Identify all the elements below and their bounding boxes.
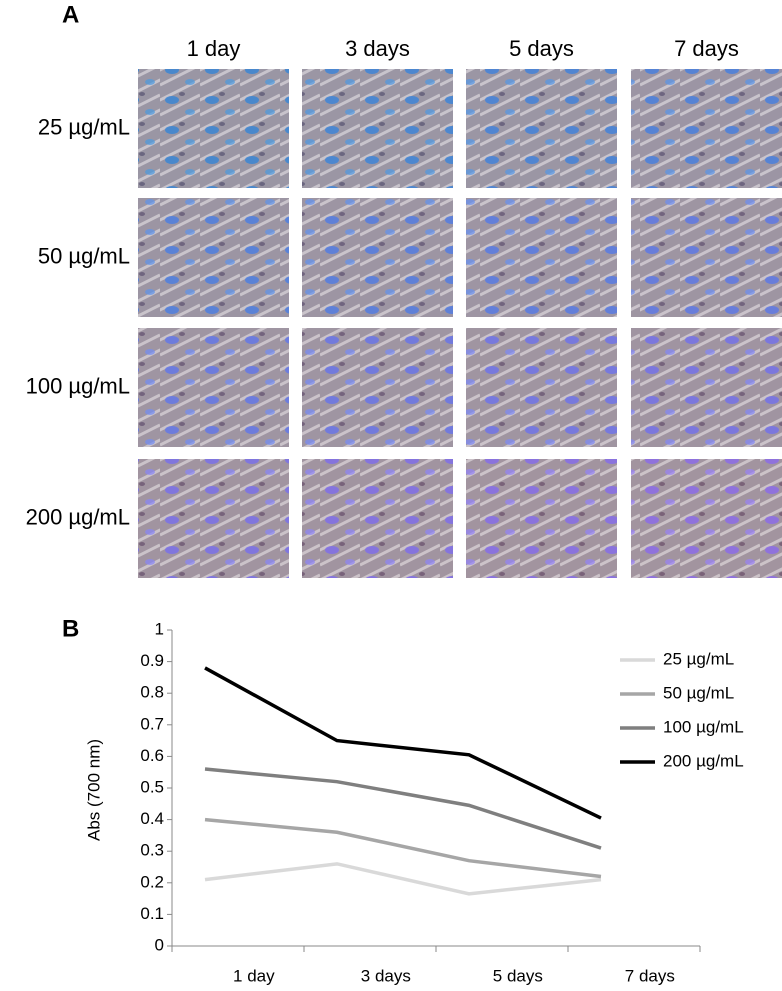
y-tick-label: 0 xyxy=(155,935,164,954)
micrograph xyxy=(631,69,782,188)
x-tick-label: 1 day xyxy=(233,966,275,985)
legend-label: 25 µg/mL xyxy=(663,649,734,668)
legend-label: 200 µg/mL xyxy=(663,751,744,770)
y-axis-label: Abs (700 nm) xyxy=(84,739,103,841)
x-tick-label: 5 days xyxy=(493,966,543,985)
series-line xyxy=(204,817,602,879)
y-tick-label: 0.1 xyxy=(140,904,164,923)
micrograph xyxy=(466,459,617,578)
series-line xyxy=(204,767,602,850)
panel-label: A xyxy=(62,1,79,28)
micrograph xyxy=(302,198,453,317)
y-tick-label: 0.4 xyxy=(140,809,164,828)
micrograph xyxy=(138,328,289,447)
micrograph xyxy=(138,198,289,317)
row-header: 25 µg/mL xyxy=(38,114,130,139)
micrograph xyxy=(466,198,617,317)
series-line xyxy=(204,862,602,896)
y-tick-label: 0.2 xyxy=(140,872,164,891)
column-header: 7 days xyxy=(674,36,739,61)
x-tick-label: 7 days xyxy=(625,966,675,985)
panel-label: B xyxy=(62,615,79,642)
micrograph xyxy=(302,328,453,447)
micrograph xyxy=(138,69,289,188)
micrograph xyxy=(631,198,782,317)
micrograph xyxy=(466,69,617,188)
y-tick-label: 0.7 xyxy=(140,714,164,733)
x-tick-label: 3 days xyxy=(361,966,411,985)
column-header: 1 day xyxy=(187,36,241,61)
row-header: 50 µg/mL xyxy=(38,243,130,268)
legend-label: 50 µg/mL xyxy=(663,683,734,702)
y-tick-label: 0.8 xyxy=(140,683,164,702)
micrograph xyxy=(302,69,453,188)
y-tick-label: 0.6 xyxy=(140,746,164,765)
micrograph xyxy=(466,328,617,447)
row-header: 200 µg/mL xyxy=(26,504,130,529)
column-header: 3 days xyxy=(345,36,410,61)
micrograph xyxy=(631,459,782,578)
y-tick-label: 0.5 xyxy=(140,777,164,796)
micrograph xyxy=(631,328,782,447)
column-header: 5 days xyxy=(509,36,574,61)
row-header: 100 µg/mL xyxy=(26,373,130,398)
series-line xyxy=(204,666,602,820)
micrograph xyxy=(138,459,289,578)
legend-label: 100 µg/mL xyxy=(663,717,744,736)
y-tick-label: 1 xyxy=(155,619,164,638)
micrograph xyxy=(302,459,453,578)
y-tick-label: 0.9 xyxy=(140,651,164,670)
y-tick-label: 0.3 xyxy=(140,841,164,860)
